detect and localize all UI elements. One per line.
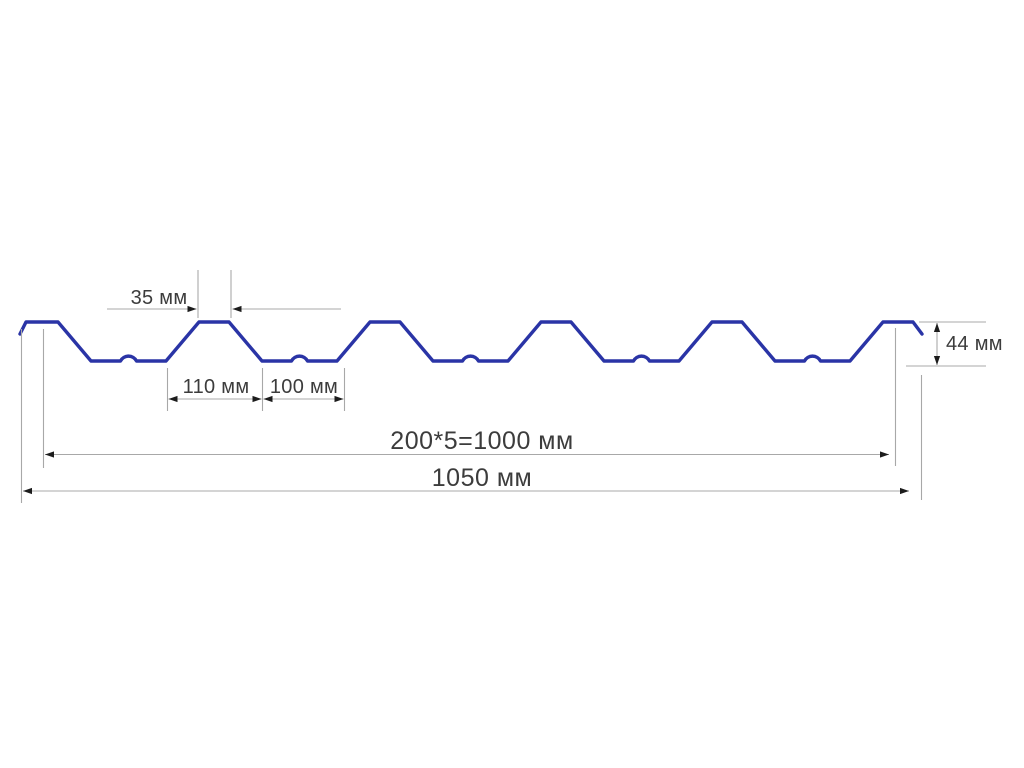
label-overall-width: 1050 мм bbox=[432, 464, 532, 492]
label-valley-width: 100 мм bbox=[270, 376, 338, 398]
dim-rib-top-width bbox=[107, 270, 341, 318]
label-rib-bottom-width: 110 мм bbox=[183, 376, 250, 398]
label-sheet-height: 44 мм bbox=[946, 333, 1003, 355]
label-working-width: 200*5=1000 мм bbox=[390, 427, 573, 455]
dim-rib-bottom-and-valley bbox=[166, 368, 346, 411]
dimension-labels: 35 мм 110 мм 100 мм 44 мм 200*5=1000 мм … bbox=[131, 287, 1003, 492]
profile-outline bbox=[18, 320, 924, 363]
dim-overall-width bbox=[20, 329, 923, 503]
dim-working-width bbox=[42, 328, 897, 468]
dim-sheet-height bbox=[906, 321, 986, 367]
label-rib-top-width: 35 мм bbox=[131, 287, 188, 309]
dimension-linework bbox=[20, 270, 986, 503]
